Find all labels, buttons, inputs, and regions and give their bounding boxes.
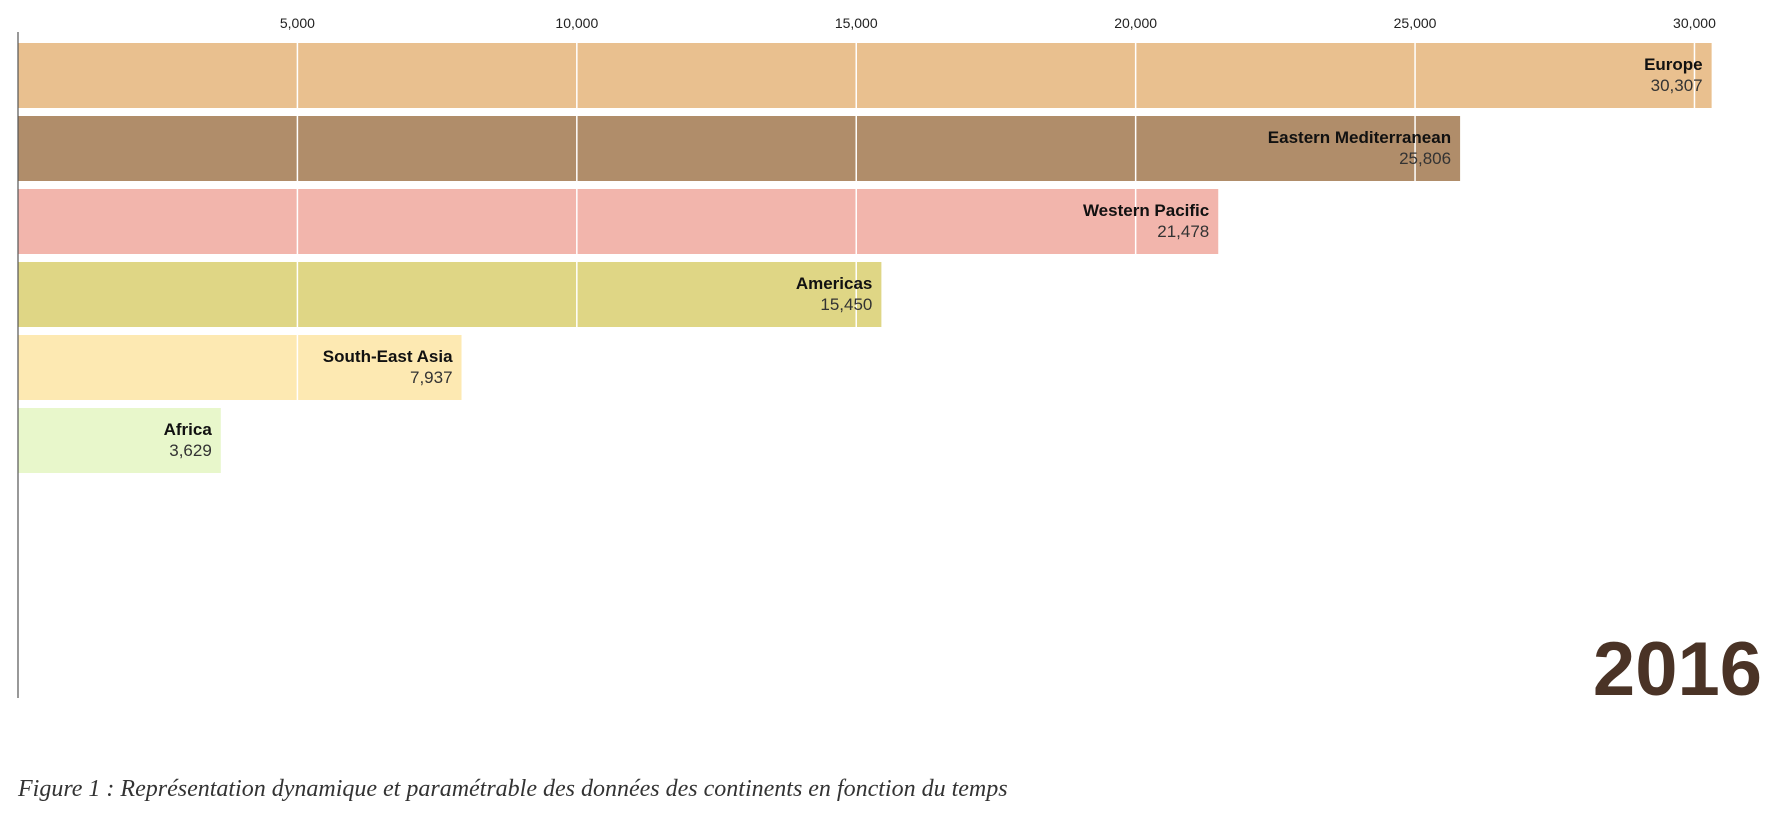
x-tick-label: 20,000 (1114, 15, 1157, 31)
year-label: 2016 (1593, 627, 1762, 712)
x-tick-label: 5,000 (280, 15, 315, 31)
gridlines (296, 43, 1696, 698)
x-tick-label: 15,000 (835, 15, 878, 31)
bar-category-label: Americas (796, 274, 873, 293)
bar-value-label: 15,450 (820, 295, 872, 314)
bar-americas (18, 262, 882, 327)
bar-chart: 5,000 10,000 15,000 20,000 25,000 30,000 Euro… (17, 15, 1762, 712)
bar-category-label: Africa (164, 420, 213, 439)
bar-south-east-asia (18, 335, 462, 400)
bar-africa (18, 408, 221, 473)
bar-value-label: 30,307 (1651, 76, 1703, 95)
x-axis-ticks: 5,000 10,000 15,000 20,000 25,000 30,000 (280, 15, 1716, 31)
bar-eastern-mediterranean (18, 116, 1461, 181)
bar-value-label: 21,478 (1157, 222, 1209, 241)
bar-value-label: 7,937 (410, 368, 453, 387)
bar-category-label: South-East Asia (323, 347, 453, 366)
bar-category-label: Western Pacific (1083, 201, 1209, 220)
bar-category-label: Europe (1644, 55, 1703, 74)
bar-western-pacific (18, 189, 1219, 254)
bar-value-label: 3,629 (169, 441, 212, 460)
bar-labels: Europe 30,307 Eastern Mediterranean 25,806 W… (164, 55, 1703, 460)
bar-category-label: Eastern Mediterranean (1268, 128, 1451, 147)
x-tick-label: 30,000 (1673, 15, 1716, 31)
figure-caption: Figure 1 : Représentation dynamique et p… (18, 776, 1008, 802)
bar-europe (18, 43, 1712, 108)
x-tick-label: 10,000 (555, 15, 598, 31)
bar-value-label: 25,806 (1399, 149, 1451, 168)
x-tick-label: 25,000 (1394, 15, 1437, 31)
bars (18, 43, 1712, 473)
